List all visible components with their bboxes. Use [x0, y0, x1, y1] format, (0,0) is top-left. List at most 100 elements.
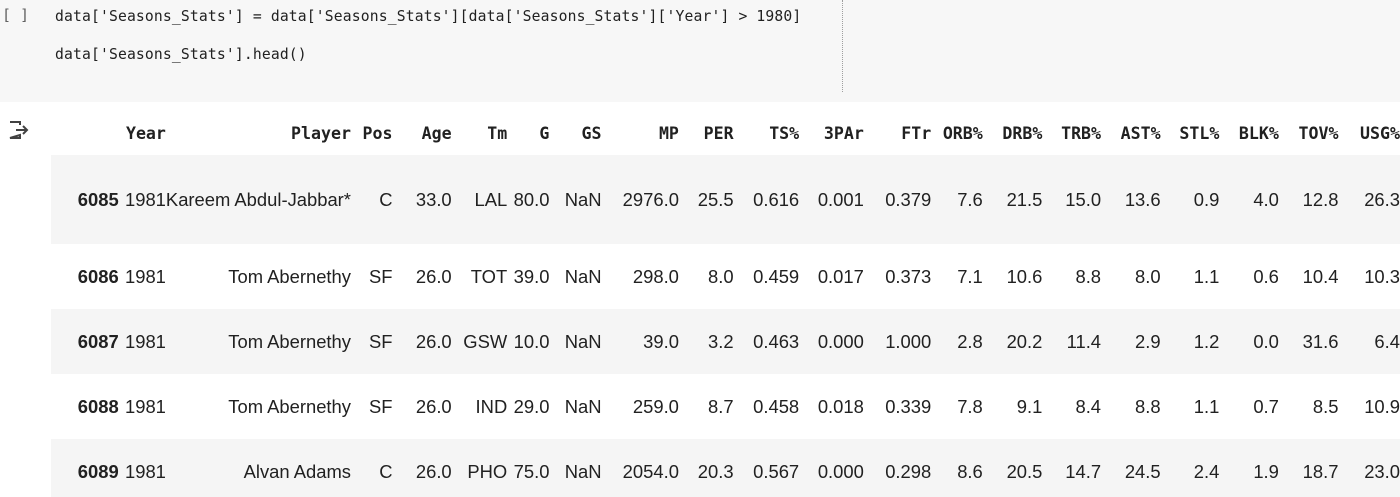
- table-cell: 3.2: [708, 330, 734, 352]
- table-cell: 24.5: [1124, 460, 1161, 482]
- table-cell: 4.0: [1253, 188, 1279, 210]
- table-cell: 0.7: [1253, 395, 1279, 417]
- table-cell: 0.616: [753, 188, 800, 210]
- table-cell: 10.9: [1364, 395, 1400, 417]
- table-cell: NaN: [564, 395, 602, 417]
- output-redirect-icon[interactable]: [7, 118, 31, 142]
- table-cell: 259.0: [632, 395, 679, 417]
- table-cell: 29.0: [513, 395, 550, 417]
- column-header: TRB%: [1042, 112, 1102, 155]
- table-cell: 298.0: [632, 265, 679, 287]
- table-cell: 26.3: [1364, 188, 1400, 210]
- table-cell: 20.5: [1006, 460, 1043, 482]
- table-cell: 18.7: [1302, 460, 1339, 482]
- column-header: FTr: [863, 112, 932, 155]
- table-cell: NaN: [564, 265, 602, 287]
- table-cell: 26.0: [415, 395, 452, 417]
- code-cell[interactable]: [ ] data['Seasons_Stats'] = data['Season…: [0, 0, 1400, 102]
- table-cell: LAL: [474, 188, 508, 210]
- table-cell: Alvan Adams: [243, 460, 351, 482]
- table-cell: 23.0: [1364, 460, 1400, 482]
- table-cell: 10.4: [1302, 265, 1339, 287]
- code-line-1[interactable]: data['Seasons_Stats'] = data['Seasons_St…: [55, 8, 802, 25]
- table-cell: 15.0: [1065, 188, 1102, 210]
- column-header: ORB%: [931, 112, 983, 155]
- table-cell: 0.018: [817, 395, 864, 417]
- column-header: DRB%: [982, 112, 1043, 155]
- table-cell: 1.1: [1193, 265, 1220, 287]
- table-cell: 1981: [125, 395, 166, 417]
- column-header: TS%: [733, 112, 800, 155]
- table-cell: 1.1: [1193, 395, 1220, 417]
- column-header: Player: [165, 112, 351, 155]
- table-cell: 0.567: [753, 460, 800, 482]
- table-cell: 9.1: [1016, 395, 1043, 417]
- table-cell: 8.8: [1075, 265, 1102, 287]
- table-cell: 0.017: [817, 265, 864, 287]
- table-cell: 20.3: [697, 460, 734, 482]
- table-cell: SF: [369, 265, 393, 287]
- line-length-ruler: [842, 0, 843, 92]
- column-header: GS: [549, 112, 602, 155]
- table-cell: C: [379, 460, 393, 482]
- table-cell: NaN: [564, 330, 602, 352]
- table-cell: Kareem Abdul-Jabbar*: [165, 188, 351, 210]
- table-cell: 0.379: [885, 188, 932, 210]
- table-cell: GSW: [463, 330, 508, 352]
- table-cell: Tom Abernethy: [228, 265, 351, 287]
- table-cell: IND: [475, 395, 508, 417]
- row-index: 6087: [77, 330, 119, 352]
- row-index: 6089: [77, 460, 119, 482]
- table-cell: 1.2: [1193, 330, 1220, 352]
- table-cell: SF: [369, 330, 393, 352]
- table-cell: 8.0: [708, 265, 734, 287]
- table-cell: NaN: [564, 188, 602, 210]
- table-cell: 14.7: [1065, 460, 1102, 482]
- table-cell: 2.4: [1193, 460, 1220, 482]
- table-cell: 2976.0: [622, 188, 679, 210]
- table-cell: 31.6: [1302, 330, 1339, 352]
- table-cell: 0.9: [1193, 188, 1220, 210]
- table-cell: 8.4: [1075, 395, 1102, 417]
- table-cell: 12.8: [1302, 188, 1339, 210]
- table-cell: 1.000: [885, 330, 932, 352]
- column-header: Age: [392, 112, 452, 155]
- table-cell: 7.1: [957, 265, 983, 287]
- table-cell: 0.373: [885, 265, 932, 287]
- table-cell: NaN: [564, 460, 602, 482]
- table-row: 6085 1981 Kareem Abdul-Jabbar* C 33.0 LAL 80.0…: [51, 155, 1400, 244]
- table-cell: 10.3: [1364, 265, 1400, 287]
- table-cell: 1981: [125, 265, 166, 287]
- table-cell: 6.4: [1374, 330, 1400, 352]
- table-cell: 8.8: [1135, 395, 1161, 417]
- row-index: 6088: [77, 395, 119, 417]
- column-header: BLK%: [1219, 112, 1279, 155]
- table-cell: 20.2: [1006, 330, 1043, 352]
- column-header: Tm: [451, 112, 508, 155]
- table-header-row: Year Player Pos Age Tm G GS MP PER TS% 3PAr FTr ORB%…: [51, 112, 1400, 155]
- column-header: PER: [678, 112, 734, 155]
- table-cell: 2.8: [957, 330, 983, 352]
- table-cell: 1981: [125, 330, 166, 352]
- column-header: USG%: [1338, 112, 1400, 155]
- table-cell: 0.000: [817, 460, 864, 482]
- table-cell: 0.459: [753, 265, 800, 287]
- table-cell: 26.0: [415, 460, 452, 482]
- table-cell: 80.0: [513, 188, 550, 210]
- table-cell: 2054.0: [622, 460, 679, 482]
- table-cell: Tom Abernethy: [228, 395, 351, 417]
- run-cell-button[interactable]: [ ]: [2, 6, 30, 24]
- table-cell: 7.8: [957, 395, 983, 417]
- table-row: 6086 1981 Tom Abernethy SF 26.0 TOT 39.0 NaN 298…: [51, 244, 1400, 309]
- index-header: [51, 112, 119, 155]
- code-line-2[interactable]: data['Seasons_Stats'].head(): [55, 46, 307, 63]
- row-index: 6085: [77, 188, 119, 210]
- table-cell: 0.458: [753, 395, 800, 417]
- table-cell: TOT: [470, 265, 508, 287]
- table-cell: 0.000: [817, 330, 864, 352]
- table-cell: 11.4: [1066, 330, 1102, 352]
- column-header: TOV%: [1278, 112, 1339, 155]
- dataframe-output: Year Player Pos Age Tm G GS MP PER TS% 3PAr FTr ORB%…: [51, 112, 1400, 497]
- column-header: Year: [118, 112, 166, 155]
- table-cell: 8.0: [1135, 265, 1161, 287]
